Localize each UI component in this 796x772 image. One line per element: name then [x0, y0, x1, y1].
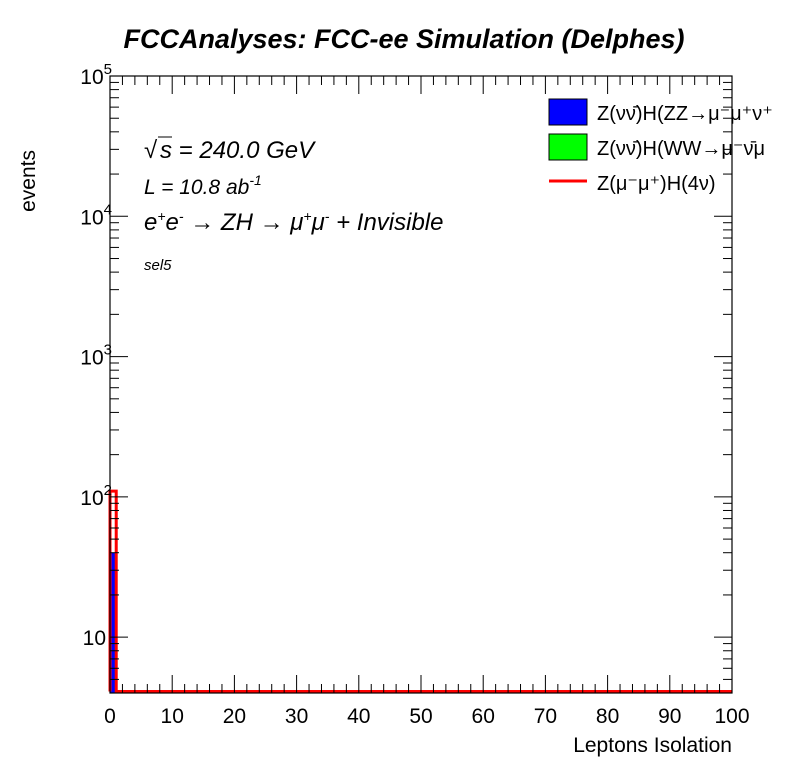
energy-text: s = 240.0 GeV — [160, 137, 316, 164]
process-e-plus: + — [157, 208, 165, 224]
legend: Z(νν̄)H(ZZ→μ⁻μ⁺ν⁺ Z(νν̄)H(WW→μ⁻ν̄μ Z(μ⁻μ… — [548, 98, 773, 195]
legend-swatch-ww — [548, 133, 588, 161]
plot-marks — [108, 489, 732, 693]
x-tick-label: 100 — [714, 705, 749, 728]
y-tick-label: 102 — [80, 482, 112, 510]
x-tick-label: 90 — [658, 705, 681, 728]
energy-value: = 240.0 GeV — [172, 137, 316, 164]
legend-swatch-zz — [548, 98, 588, 126]
energy-annotation: √ s = 240.0 GeV — [144, 136, 316, 164]
sqrt-symbol: √ — [144, 137, 158, 164]
y-tick-label: 10 — [83, 627, 106, 650]
x-tick-label: 60 — [472, 705, 495, 728]
x-tick-label: 40 — [347, 705, 370, 728]
process-mu: → μ — [260, 209, 304, 236]
bar-series-0 — [110, 552, 117, 693]
y-tick-label: 103 — [80, 342, 112, 370]
process-zh: → ZH — [184, 209, 260, 236]
x-axis-ticks: 0 10 20 30 40 50 60 70 80 90 100 — [104, 76, 750, 728]
luminosity-annotation: L = 10.8 ab-1 — [144, 172, 262, 199]
legend-label-4nu: Z(μ⁻μ⁺)H(4ν) — [597, 173, 716, 195]
lumi-exponent: -1 — [249, 172, 261, 188]
x-tick-label: 30 — [285, 705, 308, 728]
process-e2: e — [166, 209, 179, 236]
process-e: e — [144, 209, 157, 236]
energy-variable: s — [160, 137, 172, 164]
process-mu-minus: - — [325, 208, 330, 224]
process-mu2: μ — [311, 209, 325, 236]
y-tick-label: 104 — [80, 201, 112, 229]
x-tick-label: 0 — [104, 705, 116, 728]
y-axis-ticks: 10 102 103 104 105 — [80, 61, 732, 694]
line-series-2 — [108, 489, 732, 693]
process-annotation: e+e- → ZH → μ+μ- + Invisible — [144, 208, 443, 236]
x-tick-label: 20 — [223, 705, 246, 728]
x-tick-label: 80 — [596, 705, 619, 728]
y-axis-label: events — [17, 150, 40, 212]
x-tick-label: 50 — [409, 705, 432, 728]
process-mu-plus: + — [303, 208, 311, 224]
chart-title: FCCAnalyses: FCC-ee Simulation (Delphes) — [123, 24, 684, 54]
legend-label-ww: Z(νν̄)H(WW→μ⁻ν̄μ — [597, 138, 765, 160]
plot-frame — [109, 75, 733, 694]
process-e-minus: - — [179, 208, 184, 224]
x-tick-label: 70 — [534, 705, 557, 728]
x-tick-label: 10 — [161, 705, 184, 728]
legend-label-zz: Z(νν̄)H(ZZ→μ⁻μ⁺ν⁺ — [597, 103, 773, 125]
selection-label: sel5 — [144, 257, 172, 274]
lumi-value: L = 10.8 ab — [144, 176, 250, 199]
x-axis-label: Leptons Isolation — [573, 734, 732, 757]
process-invisible: + Invisible — [329, 209, 443, 236]
y-tick-label: 105 — [80, 61, 112, 89]
